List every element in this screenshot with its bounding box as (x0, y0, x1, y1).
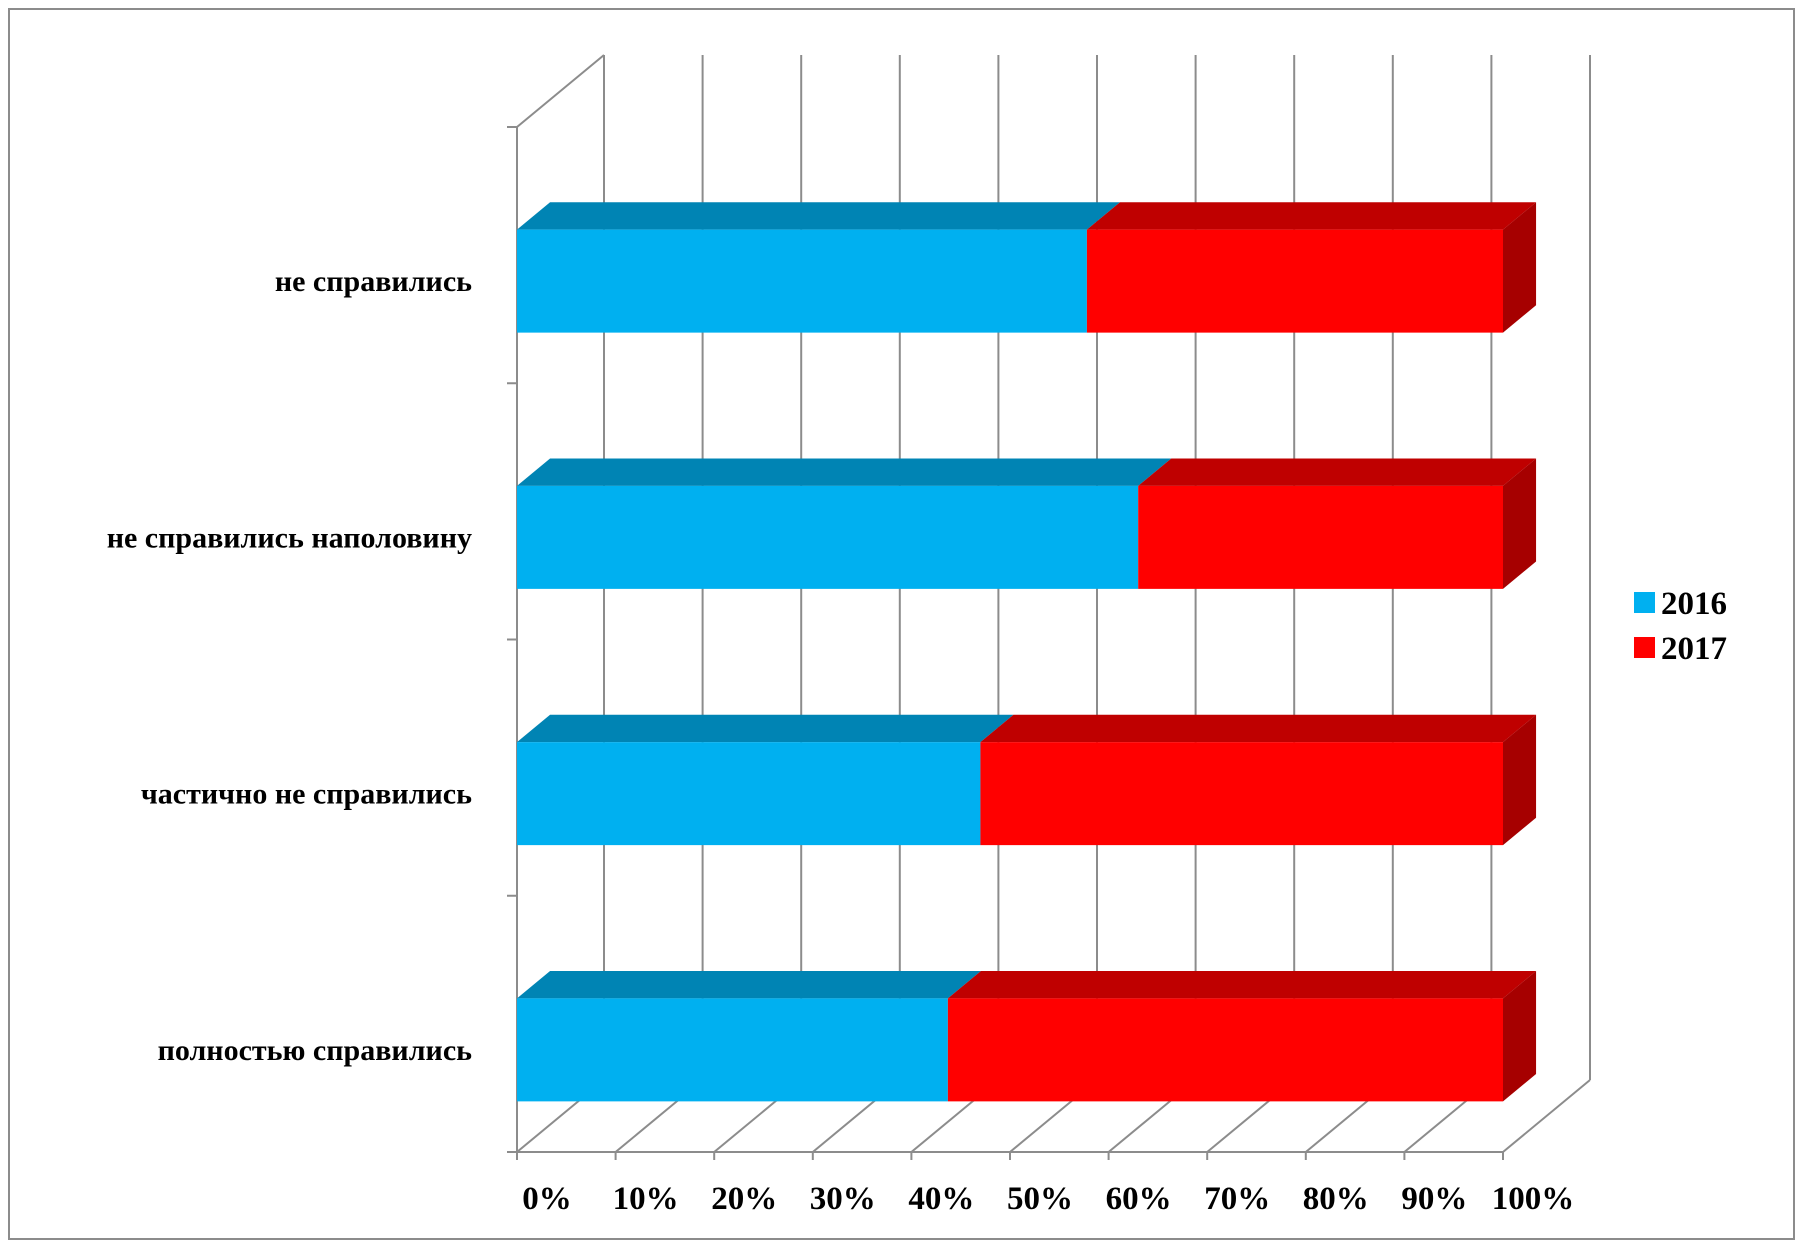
wall-top-edge (516, 54, 605, 128)
category-label: частично не справились (141, 778, 472, 811)
bar-top-face (517, 971, 981, 999)
category-axis-labels: не справились не справились наполовину час… (107, 265, 472, 1067)
x-tick-label: 0% (522, 1181, 572, 1217)
x-tick-label: 10% (613, 1181, 679, 1217)
x-tick-label: 20% (711, 1181, 777, 1217)
legend-swatch-2016 (1634, 592, 1655, 613)
bar-top-face (517, 458, 1172, 486)
bar-2016 (517, 202, 1120, 333)
bar-side-face (1503, 714, 1537, 846)
legend: 2016 2017 (1634, 586, 1727, 667)
x-tick-label: 30% (810, 1181, 876, 1217)
bar-top-face (517, 714, 1014, 743)
bar-2016 (517, 971, 981, 1102)
bar-2017 (947, 971, 1537, 1102)
bar-top-face (980, 714, 1537, 743)
bar-top-face (517, 202, 1120, 230)
bar-2017 (980, 714, 1537, 846)
legend-label-2016: 2016 (1661, 586, 1727, 622)
bar-top-face (947, 971, 1537, 999)
value-axis-labels: 0% 10% 20% 30% 40% 50% 60% 70% 80% 90% 100% (522, 1181, 1574, 1217)
bar-2017 (1138, 458, 1537, 589)
x-tick-label: 40% (908, 1181, 974, 1217)
bar-side-face (1503, 202, 1537, 333)
x-tick-label: 70% (1204, 1181, 1270, 1217)
bar-2016 (517, 714, 1014, 846)
x-tick-label: 80% (1303, 1181, 1369, 1217)
bar-front-face (517, 998, 948, 1102)
bar-side-face (1503, 971, 1537, 1102)
legend-swatch-2017 (1634, 637, 1655, 658)
bar-front-face (947, 998, 1503, 1102)
bar-side-face (1503, 458, 1537, 589)
floor-gridline (1502, 1079, 1591, 1153)
bar-front-face (517, 485, 1139, 589)
bar-front-face (1086, 229, 1503, 333)
bar-front-face (517, 742, 981, 846)
legend-label-2017: 2017 (1661, 631, 1727, 667)
bar-series (517, 202, 1537, 1102)
bar-front-face (1138, 485, 1503, 589)
bar-top-face (1138, 458, 1537, 486)
bar-top-face (1086, 202, 1537, 230)
bar-2016 (517, 458, 1172, 589)
x-tick-label: 60% (1106, 1181, 1172, 1217)
bar-front-face (980, 742, 1503, 846)
x-tick-label: 100% (1492, 1181, 1575, 1217)
bar-2017 (1086, 202, 1537, 333)
x-tick-label: 90% (1401, 1181, 1467, 1217)
category-label: не справились (275, 265, 472, 298)
x-tick-label: 50% (1007, 1181, 1073, 1217)
category-label: не справились наполовину (107, 521, 472, 554)
category-label: полностью справились (158, 1034, 473, 1067)
bar-front-face (517, 229, 1087, 333)
